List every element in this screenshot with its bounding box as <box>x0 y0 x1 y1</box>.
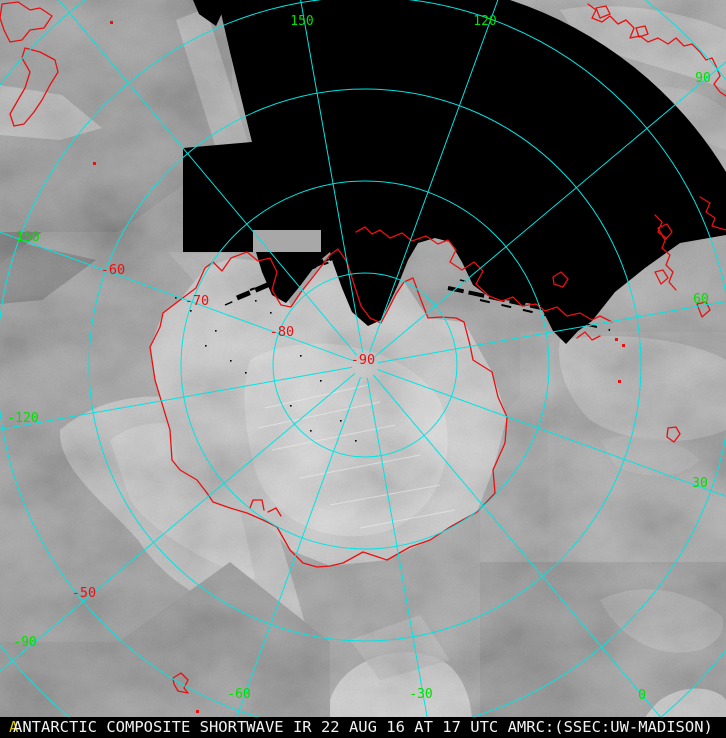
coast-nz-south-island <box>9 47 59 127</box>
lon-label-0: 0 <box>638 688 646 703</box>
meridian-line-180 <box>58 0 358 356</box>
speck-6 <box>300 355 302 357</box>
lon-label--120: -120 <box>7 411 38 426</box>
coast-east-antarctica <box>355 226 613 323</box>
lon-label--90: -90 <box>13 635 36 650</box>
coast-ne-loop <box>657 223 673 241</box>
lon-label--30: -30 <box>409 687 432 702</box>
speck-13 <box>245 372 247 374</box>
meridian-line-60 <box>377 300 726 364</box>
speck-9 <box>355 440 357 442</box>
coast-tr-loop-a <box>595 5 611 19</box>
speck-10 <box>310 430 312 432</box>
coast-dot-2 <box>615 338 618 341</box>
coast-dot-1 <box>93 162 96 165</box>
coast-bumps-south <box>249 499 282 517</box>
lat-label--60: -60 <box>101 262 125 278</box>
caption-cursor-char: A <box>9 718 19 736</box>
coast-south-georgia <box>172 672 189 694</box>
lon-label--60: -60 <box>227 687 250 702</box>
coast-antarctica <box>149 248 508 568</box>
speck-0 <box>175 297 177 299</box>
meridian-line--120 <box>0 366 353 430</box>
lat-label--80: -80 <box>270 324 294 340</box>
scan-gap-4 <box>459 279 601 315</box>
lon-label-30: 30 <box>692 476 708 491</box>
coast-island-c <box>696 301 711 318</box>
scan-gap-1 <box>224 247 356 306</box>
lon-label-90: 90 <box>695 71 711 86</box>
meridian-line-150 <box>300 0 364 353</box>
speck-4 <box>255 300 257 302</box>
lon-label-60: 60 <box>693 292 709 307</box>
coast-dot-5 <box>196 710 199 713</box>
ice-streak-4 <box>329 484 441 506</box>
ice-streak-2 <box>271 424 396 451</box>
meridian-line-90 <box>374 61 726 358</box>
meridian-line--150 <box>0 231 353 362</box>
nodata-small-tri <box>193 0 228 26</box>
coast-island-loop-a <box>552 271 569 288</box>
lon-label--150: -150 <box>8 230 39 245</box>
latitude-circle--80 <box>272 272 458 458</box>
no-data-regions <box>183 0 726 344</box>
scan-gap-5 <box>479 299 611 331</box>
meridian-line-120 <box>368 0 499 353</box>
meridian-line--30 <box>366 377 432 738</box>
speck-2 <box>205 345 207 347</box>
coast-topright-meander <box>587 3 726 97</box>
gray-patch <box>253 230 321 252</box>
speck-5 <box>270 312 272 314</box>
coast-dot-0 <box>110 21 113 24</box>
lat-label--90: -90 <box>351 352 375 368</box>
caption-text: ANTARCTIC COMPOSITE SHORTWAVE IR 22 AUG … <box>13 718 713 736</box>
caption-bar: A ANTARCTIC COMPOSITE SHORTWAVE IR 22 AU… <box>0 717 726 738</box>
speck-3 <box>230 360 232 362</box>
meridian-line--90 <box>0 372 356 672</box>
latitude-circle--70 <box>180 180 550 550</box>
coast-tr-loop-b <box>635 25 649 38</box>
lat-label--70: -70 <box>185 293 209 309</box>
dropout-specks <box>175 297 357 442</box>
coast-dot-3 <box>618 380 621 383</box>
speck-11 <box>290 405 292 407</box>
lon-label-120: 120 <box>473 14 496 29</box>
ice-streak-5 <box>359 509 456 529</box>
coast-island-b <box>654 269 669 285</box>
speck-1 <box>190 310 192 312</box>
coast-nz-north-island <box>0 1 53 43</box>
lon-label-150: 150 <box>290 14 313 29</box>
ice-streak-3 <box>299 454 421 479</box>
latitude-labels: -50 -60 -70 -80 -90 <box>72 262 375 601</box>
nodata-main-wedge <box>183 0 726 344</box>
caption-background <box>0 717 726 738</box>
meridian-line-0 <box>372 374 679 738</box>
ice-streak-1 <box>257 401 381 429</box>
meridian-line-30 <box>377 368 726 497</box>
latitude-circle--60 <box>88 88 642 642</box>
speck-12 <box>215 330 217 332</box>
speck-8 <box>340 420 342 422</box>
coast-frag-north <box>576 331 601 341</box>
lat-label--50: -50 <box>72 585 96 601</box>
longitude-labels: 150 120 90 60 30 0 -30 -60 -90 -120 -150 <box>7 14 710 703</box>
speck-7 <box>320 380 322 382</box>
coastline-overlay <box>0 1 726 713</box>
imagery-patches <box>253 230 321 252</box>
coast-kerguelen <box>666 426 681 443</box>
coast-dot-4 <box>622 344 625 347</box>
meridian-line--60 <box>228 377 362 738</box>
coast-right-edge <box>699 196 726 231</box>
